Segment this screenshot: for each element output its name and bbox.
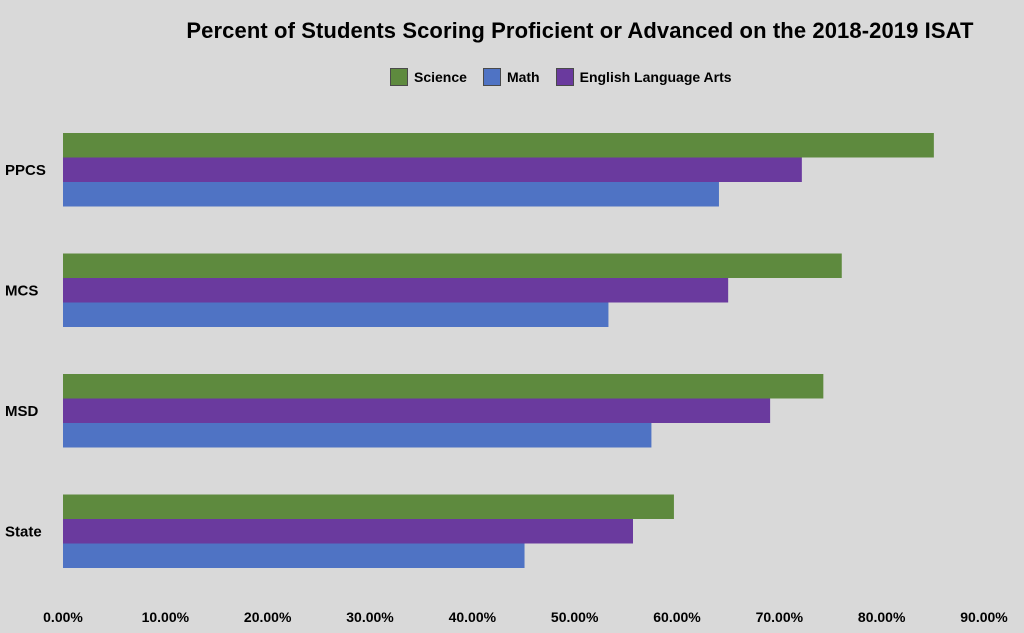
x-tick-label: 90.00% [960, 609, 1008, 625]
legend-label: English Language Arts [579, 69, 732, 85]
bar-state-math [63, 543, 525, 568]
chart-title: Percent of Students Scoring Proficient o… [186, 18, 974, 43]
legend-item: English Language Arts [555, 68, 732, 86]
bar-ppcs-science [63, 133, 934, 158]
x-tick-label: 20.00% [244, 609, 292, 625]
x-tick-label: 10.00% [142, 609, 190, 625]
legend: Science Math English Language Arts [390, 68, 732, 86]
x-tick-label: 40.00% [449, 609, 497, 625]
x-tick-label: 70.00% [756, 609, 804, 625]
legend-label: Science [414, 69, 467, 85]
legend-swatch [555, 68, 574, 86]
category-label: MCS [5, 282, 38, 299]
x-tick-label: 60.00% [653, 609, 701, 625]
legend-swatch [482, 68, 501, 86]
bar-msd-science [63, 374, 824, 399]
bar-mcs-math [63, 302, 609, 327]
x-tick-label: 0.00% [43, 609, 83, 625]
legend-label: Math [506, 69, 540, 85]
x-tick-label: 30.00% [346, 609, 394, 625]
bar-ppcs-english-language-arts [63, 157, 802, 182]
bar-mcs-science [63, 253, 842, 278]
bar-msd-english-language-arts [63, 398, 771, 423]
bar-ppcs-math [63, 182, 719, 207]
bar-state-english-language-arts [63, 519, 633, 544]
category-label: State [5, 523, 42, 540]
bar-mcs-english-language-arts [63, 278, 729, 303]
bar-state-science [63, 494, 674, 519]
x-tick-label: 50.00% [551, 609, 599, 625]
bar-msd-math [63, 423, 652, 448]
category-label: MSD [5, 403, 39, 420]
legend-item: Math [482, 68, 540, 86]
legend-item: Science [390, 68, 467, 86]
legend-swatch [390, 68, 408, 86]
category-label: PPCS [5, 162, 46, 179]
x-tick-label: 80.00% [858, 609, 906, 625]
